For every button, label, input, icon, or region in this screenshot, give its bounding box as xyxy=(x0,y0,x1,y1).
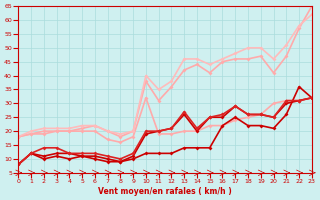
X-axis label: Vent moyen/en rafales ( km/h ): Vent moyen/en rafales ( km/h ) xyxy=(98,187,232,196)
